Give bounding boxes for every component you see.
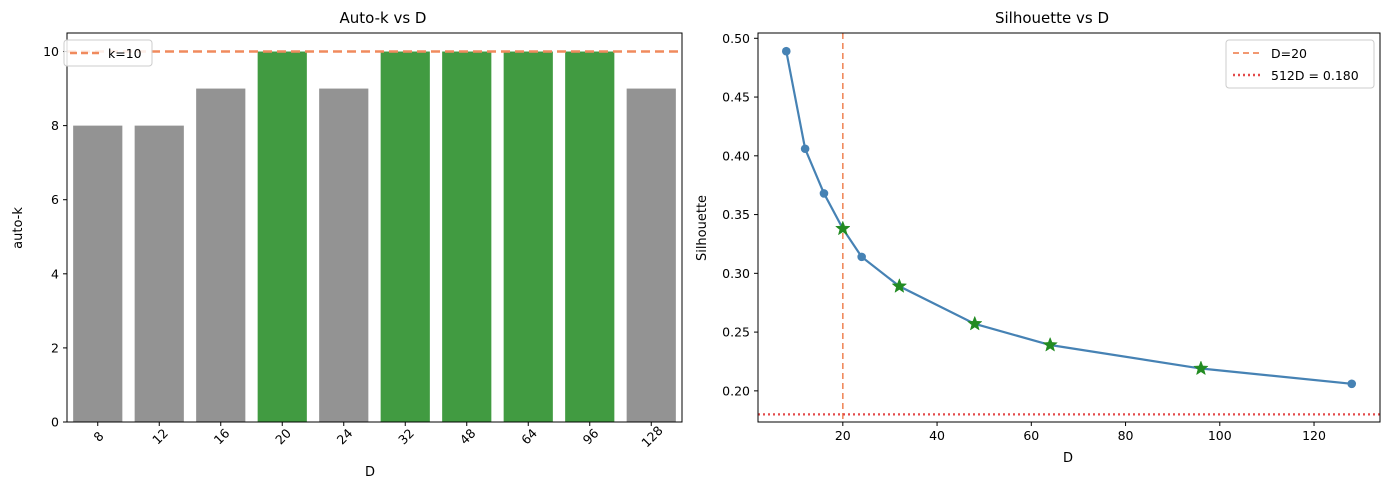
- bar-12: [134, 125, 184, 422]
- bar-96: [565, 51, 615, 423]
- bar-24: [319, 88, 369, 423]
- bar-8: [73, 125, 123, 422]
- silhouette-line: [785, 51, 1352, 385]
- bar-16: [196, 88, 246, 423]
- silhouette-point: [800, 144, 810, 154]
- bar-32: [380, 51, 430, 423]
- x-tick-label: 64: [518, 426, 540, 448]
- line-chart-ylabel: Silhouette: [695, 195, 710, 261]
- x-tick-label: 80: [1118, 428, 1134, 443]
- y-tick-label: 0.30: [722, 266, 750, 281]
- y-tick-label: 4: [51, 266, 59, 281]
- line-chart-legend: D=20 512D = 0.180: [1225, 39, 1375, 89]
- bar-48: [442, 51, 492, 423]
- y-tick-label: 0.25: [722, 325, 750, 340]
- bar-chart-legend-box: [63, 39, 153, 67]
- bar-chart-ylabel: auto-k: [11, 207, 26, 249]
- x-tick-label: 128: [638, 423, 666, 451]
- bar-chart-legend: k=10: [63, 39, 153, 67]
- bar-20: [257, 51, 307, 423]
- silhouette-point: [819, 189, 829, 198]
- line-chart-title: Silhouette vs D: [995, 9, 1109, 27]
- bar-128: [626, 88, 676, 423]
- bar-64: [503, 51, 553, 423]
- silhouette-star-point: [1193, 360, 1209, 376]
- x-tick-label: 8: [90, 428, 106, 444]
- y-tick-label: 0: [51, 415, 59, 430]
- y-tick-label: 0.50: [722, 31, 750, 46]
- y-tick-label: 8: [51, 118, 59, 133]
- silhouette-star-point: [1042, 336, 1058, 352]
- x-tick-label: 16: [211, 426, 233, 448]
- x-tick-label: 40: [929, 428, 945, 443]
- bar-chart-panel: Auto-k vs D 8 12 16 20 24 32 48 64 96 128 0246810…: [11, 9, 683, 480]
- x-tick-label: 24: [334, 426, 356, 448]
- y-tick-label: 2: [51, 340, 59, 355]
- x-tick-label: 96: [580, 426, 602, 448]
- x-tick-label: 100: [1208, 428, 1232, 443]
- x-tick-label: 32: [395, 426, 417, 448]
- line-chart-xlabel: D: [1063, 451, 1073, 466]
- x-tick-label: 20: [835, 428, 851, 443]
- y-tick-label: 6: [51, 192, 59, 207]
- y-tick-label: 10: [43, 44, 59, 59]
- line-chart-legend-box: [1225, 39, 1375, 89]
- line-chart-legend-d20-label: D=20: [1271, 46, 1307, 61]
- silhouette-point: [781, 46, 791, 56]
- bar-chart-legend-k10-label: k=10: [108, 46, 142, 61]
- y-tick-label: 0.40: [722, 148, 750, 163]
- line-chart-panel: Silhouette vs D 20 40 60 80 100 120 0.20 0.25 0…: [695, 9, 1381, 466]
- y-tick-label: 0.20: [722, 383, 750, 398]
- silhouette-point: [1347, 379, 1357, 389]
- silhouette-star-point: [835, 220, 851, 236]
- silhouette-star-point: [891, 278, 908, 293]
- y-tick-label: 0.35: [722, 207, 750, 222]
- silhouette-star-point: [966, 315, 983, 331]
- x-tick-label: 48: [457, 426, 479, 448]
- bar-chart-title: Auto-k vs D: [340, 9, 427, 27]
- line-chart-legend-512d-label: 512D = 0.180: [1271, 68, 1359, 83]
- silhouette-point: [857, 252, 866, 262]
- x-tick-label: 20: [272, 426, 294, 448]
- x-tick-label: 120: [1302, 428, 1326, 443]
- bar-chart-xlabel: D: [365, 465, 375, 480]
- bar-chart-frame: [66, 32, 683, 423]
- line-chart-frame: [757, 32, 1381, 423]
- x-tick-label: 60: [1023, 428, 1039, 443]
- y-tick-label: 0.45: [722, 90, 750, 105]
- x-tick-label: 12: [149, 426, 171, 448]
